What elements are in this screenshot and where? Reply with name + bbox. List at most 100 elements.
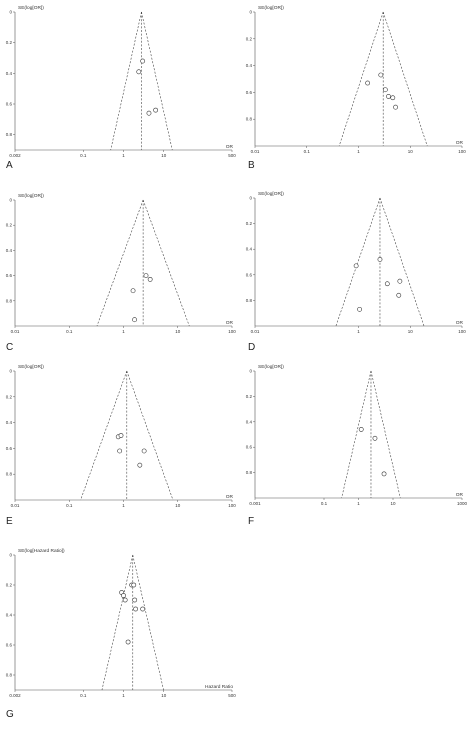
funnel-left-boundary [96, 199, 144, 327]
y-tick-label: 0.6 [246, 445, 253, 450]
y-axis-title: SE(log[OR]) [258, 364, 284, 370]
y-axis-title: SE(log[OR]) [258, 5, 284, 11]
study-point [393, 104, 398, 110]
y-tick-label: 0.2 [6, 583, 13, 588]
panel-letter: B [248, 160, 255, 171]
x-axis-title: OR [456, 140, 464, 146]
x-tick-label: 500 [228, 693, 236, 698]
study-point [121, 593, 126, 598]
x-axis-title: OR [456, 492, 464, 498]
funnel-right-boundary [379, 197, 425, 327]
study-point [397, 278, 403, 284]
study-point [357, 306, 362, 312]
x-tick-label: 0.1 [304, 149, 311, 154]
funnel-panel-b: 0 0.2 0.4 0.6 0.8 0.01 0.1 1 10 100 SE(log[OR]) OR B [246, 5, 467, 171]
study-point [381, 471, 387, 477]
y-tick-label: 0.8 [6, 298, 13, 303]
study-point [365, 80, 371, 86]
y-tick-label: 0.4 [6, 248, 13, 253]
x-axis-title: OR [226, 144, 234, 150]
x-axis-title: OR [226, 320, 234, 326]
y-tick-label: 0 [249, 10, 252, 15]
y-tick-label: 0.2 [6, 223, 13, 228]
y-tick-label: 0.8 [246, 298, 253, 303]
x-tick-label: 1 [122, 329, 125, 334]
panel-letter: A [6, 160, 13, 171]
y-tick-label: 0.6 [6, 273, 13, 278]
x-axis-title: OR [226, 494, 234, 500]
study-point [147, 276, 153, 282]
x-tick-label: 0.002 [9, 693, 21, 698]
x-tick-label: 10 [408, 329, 414, 334]
study-point [136, 69, 142, 75]
study-point [132, 317, 137, 323]
x-tick-label: 1 [122, 153, 125, 158]
y-tick-label: 0.4 [6, 420, 13, 425]
x-tick-label: 1 [122, 503, 125, 508]
study-point [386, 94, 391, 99]
y-tick-label: 0 [9, 553, 12, 558]
study-point [382, 87, 388, 93]
study-point [118, 433, 124, 438]
x-tick-label: 10 [161, 693, 167, 698]
panel-letter: G [6, 709, 14, 720]
y-axis-title: SE(log[OR]) [18, 364, 44, 370]
y-tick-label: 0.8 [6, 132, 13, 137]
x-tick-label: 0.01 [11, 329, 20, 334]
x-tick-label: 0.1 [80, 153, 87, 158]
y-tick-label: 0.8 [6, 673, 13, 678]
x-axis-title: OR [456, 320, 464, 326]
y-tick-label: 0 [249, 369, 252, 374]
funnel-right-boundary [370, 370, 401, 499]
x-tick-label: 0.01 [251, 149, 260, 154]
y-tick-label: 0.2 [6, 394, 13, 399]
funnel-right-boundary [142, 199, 190, 327]
funnel-panel-g: 0 0.2 0.4 0.6 0.8 0.002 0.1 1 10 500 SE(log[Hazard… [6, 548, 237, 720]
y-tick-label: 0.4 [6, 71, 13, 76]
x-tick-label: 0.002 [9, 153, 21, 158]
y-axis-title: SE(log[Hazard Ratio]) [18, 548, 65, 554]
y-tick-label: 0.6 [246, 272, 253, 277]
y-tick-label: 0 [249, 196, 252, 201]
study-point [146, 110, 152, 116]
x-tick-label: 1 [122, 693, 125, 698]
y-tick-label: 0.8 [246, 470, 253, 475]
funnel-panel-d: 0 0.2 0.4 0.6 0.8 0.01 1 10 100 SE(log[OR]) OR D [246, 191, 467, 353]
study-point [130, 288, 136, 294]
x-tick-label: 0.001 [249, 501, 261, 506]
funnel-left-boundary [335, 197, 381, 327]
x-tick-label: 1 [357, 329, 360, 334]
study-point [117, 448, 123, 454]
x-tick-label: 500 [228, 153, 236, 158]
funnel-panel-f: 0 0.2 0.4 0.6 0.8 0.001 0.1 1 10 1000 SE(log[OR]) O… [246, 364, 468, 527]
funnel-right-boundary [141, 11, 173, 151]
funnel-left-boundary [110, 11, 142, 151]
study-point [377, 257, 383, 262]
x-tick-label: 0.01 [251, 329, 260, 334]
study-point [131, 582, 137, 588]
funnel-panel-e: 0 0.2 0.4 0.6 0.8 0.01 0.1 1 10 100 SE(log[OR]) OR E [6, 364, 237, 527]
x-tick-label: 10 [175, 503, 181, 508]
study-point [384, 281, 390, 287]
x-tick-label: 10 [390, 501, 396, 506]
y-tick-label: 0.6 [6, 102, 13, 107]
x-tick-label: 0.1 [80, 693, 87, 698]
panel-letter: F [248, 516, 254, 527]
study-point [140, 58, 146, 64]
x-tick-label: 100 [228, 503, 236, 508]
y-tick-label: 0 [9, 369, 12, 374]
study-point [140, 606, 146, 612]
y-tick-label: 0.2 [246, 221, 253, 226]
y-tick-label: 0.4 [6, 613, 13, 618]
study-point [122, 597, 128, 603]
y-axis-title: SE(log[OR]) [18, 5, 44, 11]
funnel-left-boundary [338, 11, 384, 147]
x-tick-label: 100 [458, 149, 466, 154]
y-tick-label: 0.4 [246, 247, 253, 252]
study-point [125, 639, 131, 645]
y-tick-label: 0.2 [6, 40, 13, 45]
funnel-panel-c: 0 0.2 0.4 0.6 0.8 0.01 0.1 1 10 100 SE(log[OR]) OR C [6, 193, 237, 353]
study-point [353, 263, 359, 269]
funnel-panel-a: 0 0.2 0.4 0.6 0.8 0.002 0.1 1 10 500 SE(log[OR]) OR… [6, 5, 237, 171]
